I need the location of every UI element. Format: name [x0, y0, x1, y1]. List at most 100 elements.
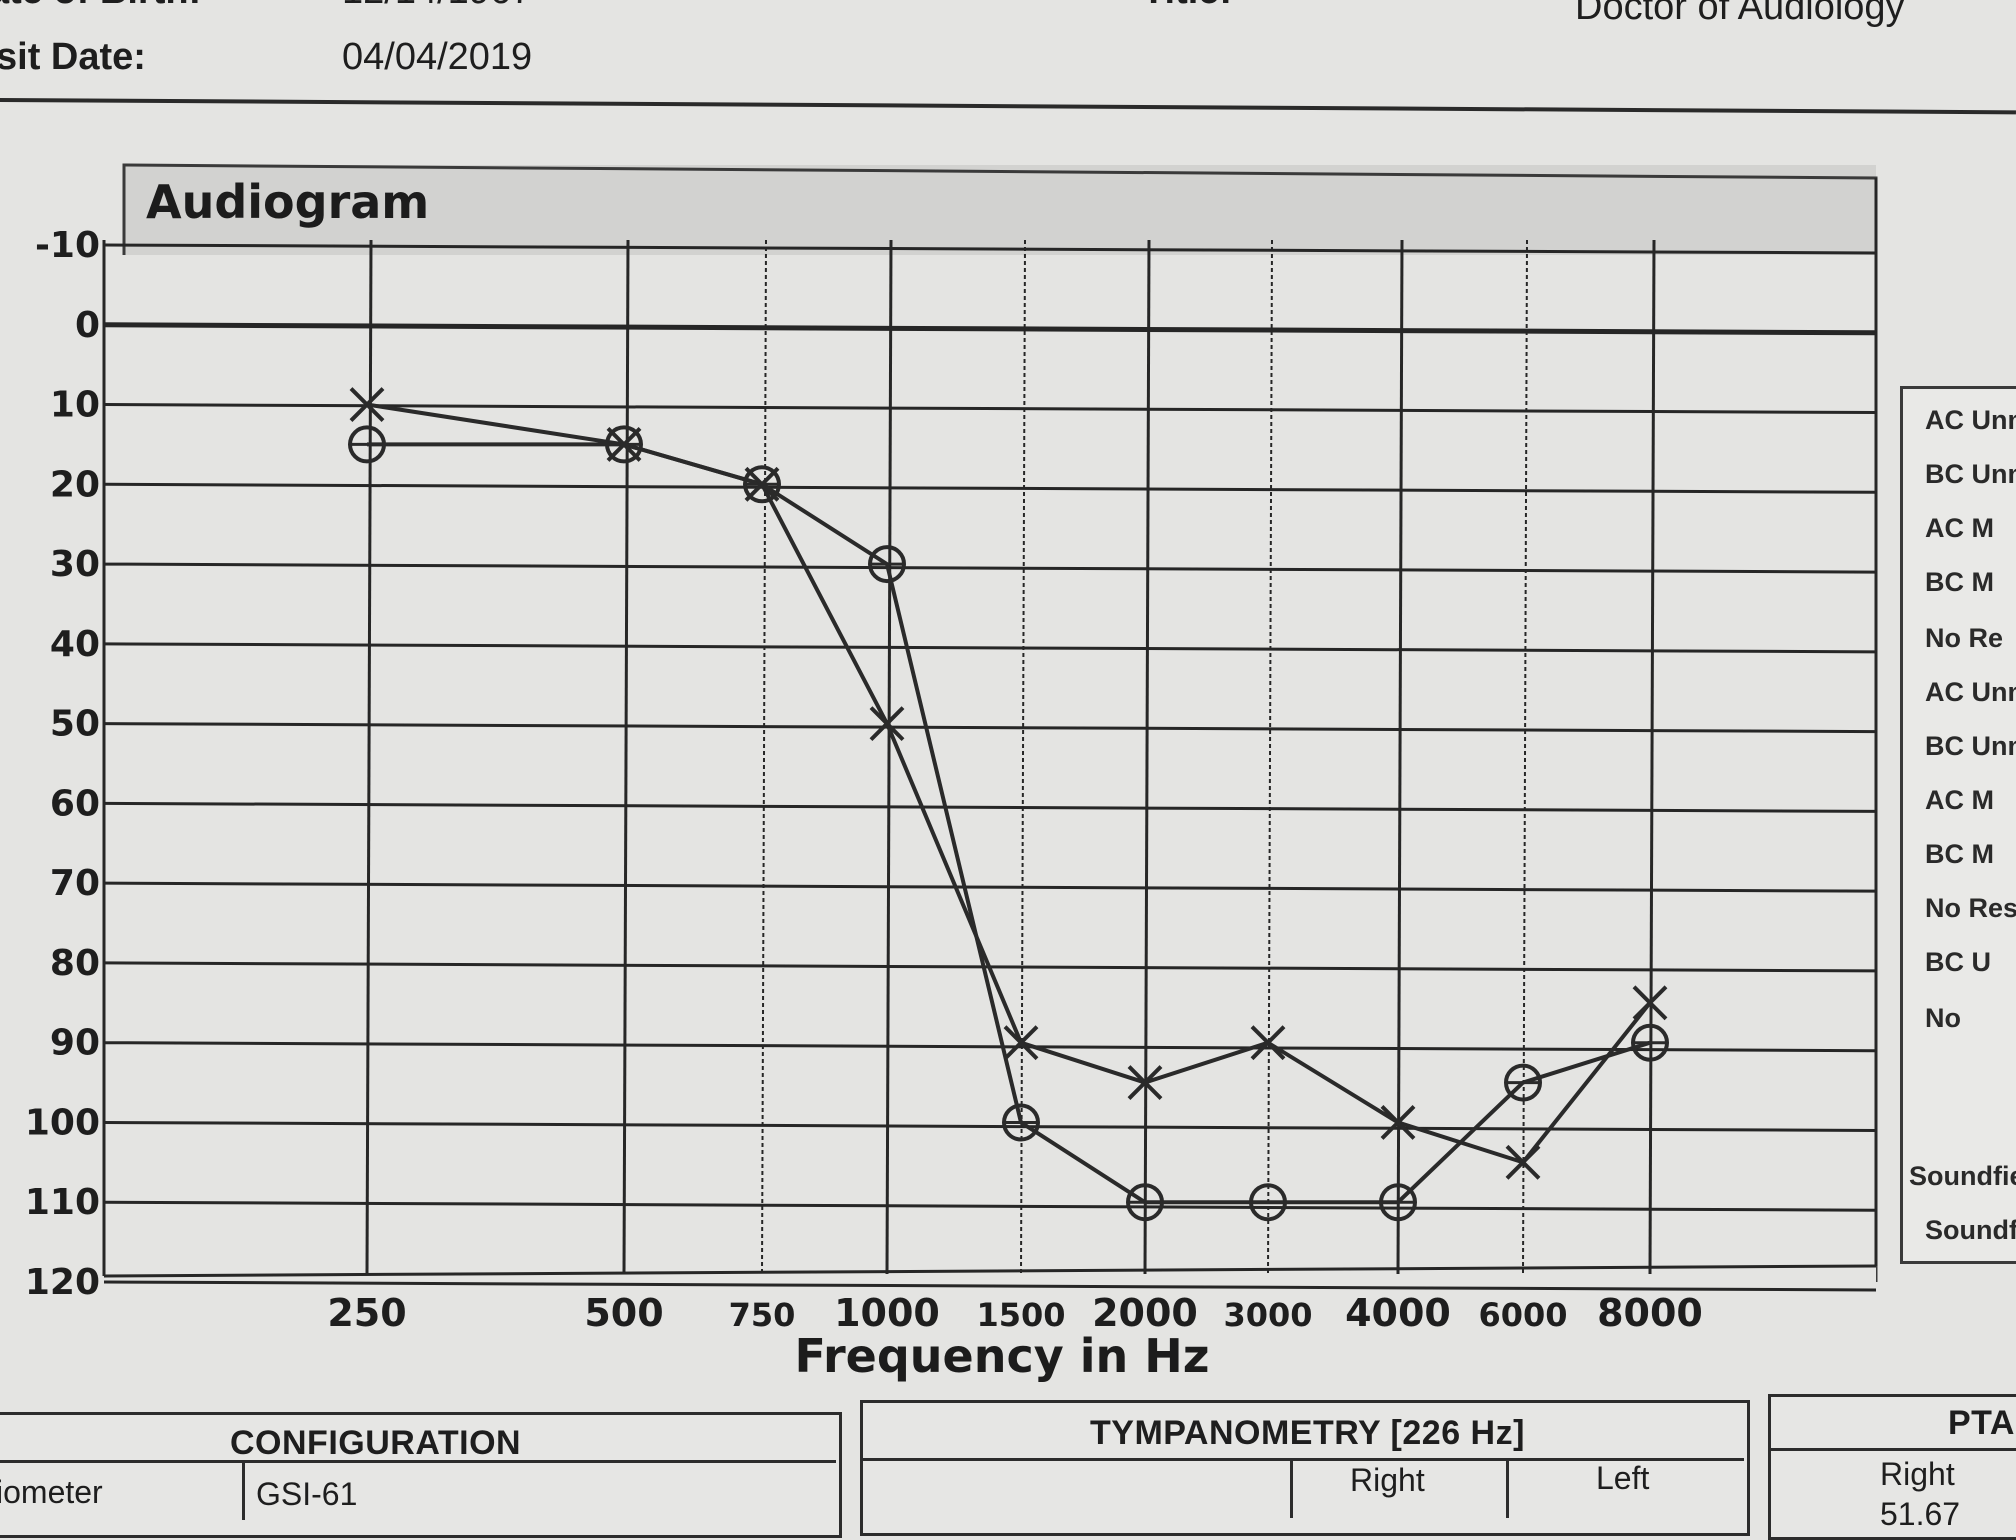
gridline-x: [1522, 239, 1528, 1275]
series-line-x: [366, 402, 1652, 1165]
gridline-y: [103, 1120, 1877, 1132]
y-tick-label: 50: [50, 704, 100, 745]
legend-item: BC M: [1925, 839, 1994, 869]
gridline-x: [1143, 239, 1151, 1275]
tympanometry-row-divider: [860, 1458, 1744, 1461]
x-axis-label: Frequency in Hz: [794, 1329, 1209, 1383]
pta-value: 51.67: [1880, 1496, 1961, 1532]
gridline-x: [761, 239, 767, 1275]
gridline-y: [103, 243, 1877, 255]
legend-panel: AC Unm BC Unm AC M BC M No Re AC Unm BC Unm AC …: [1900, 386, 2016, 1264]
marker-x: [1127, 1065, 1163, 1100]
gridline-y: [103, 1200, 1877, 1212]
tympanometry-col-divider-1: [1290, 1458, 1293, 1518]
marker-x: [1003, 1025, 1039, 1061]
marker-x: [1632, 985, 1668, 1021]
gridline-y: [103, 482, 1877, 494]
gridline-x: [1396, 239, 1404, 1275]
gridline-x: [1267, 239, 1273, 1275]
legend-item: AC M: [1925, 785, 1994, 815]
x-tick-label: 2000: [1092, 1291, 1198, 1335]
legend-item: BC Unm: [1925, 731, 2016, 761]
y-tick-label: 100: [25, 1102, 100, 1143]
configuration-row-label: iometer: [0, 1474, 103, 1510]
x-tick-label: 250: [327, 1291, 406, 1335]
y-tick-label: 70: [50, 863, 100, 904]
legend-item: AC M: [1925, 513, 1994, 543]
gridline-y: [103, 722, 1877, 734]
y-tick-label: 20: [50, 464, 100, 505]
x-axis-line: [103, 1264, 1877, 1278]
title-value: Doctor of Audiology: [1575, 0, 1905, 28]
gridline-x: [1020, 239, 1026, 1275]
pta-title: PTA: [1948, 1404, 2015, 1442]
y-tick-label: 120: [25, 1262, 100, 1303]
tympanometry-col-right: Right: [1350, 1462, 1425, 1498]
y-tick-label: 10: [50, 385, 100, 426]
configuration-title: CONFIGURATION: [230, 1424, 522, 1462]
legend-item: Soundfield: [1909, 1161, 2016, 1191]
x-tick-label: 3000: [1223, 1296, 1312, 1334]
marker-x: [349, 387, 385, 422]
x-tick-label: 1000: [834, 1291, 940, 1335]
x-tick-label: 500: [584, 1291, 663, 1335]
y-tick-label: 90: [50, 1023, 100, 1064]
marker-x: [606, 427, 642, 462]
marker-x: [1505, 1144, 1541, 1180]
x-tick-label: 6000: [1478, 1296, 1567, 1334]
pta-col-right: Right: [1880, 1456, 1955, 1492]
tympanometry-col-left: Left: [1596, 1460, 1650, 1496]
pta-row-divider: [1768, 1448, 2016, 1451]
y-tick-label: 80: [50, 943, 100, 984]
y-tick-label: -10: [35, 225, 100, 266]
gridline-y: [103, 801, 1877, 813]
gridline-y: [103, 881, 1877, 893]
y-tick-label: 110: [25, 1182, 100, 1223]
gridline-y: [103, 562, 1877, 574]
marker-x: [1380, 1105, 1416, 1140]
marker-x: [869, 706, 905, 742]
tympanometry-title: TYMPANOMETRY [226 Hz]: [1090, 1414, 1525, 1452]
legend-item: BC M: [1925, 567, 1994, 597]
visit-date-label: sit Date:: [0, 36, 146, 78]
y-tick-label: 60: [50, 783, 100, 824]
legend-item: BC U: [1925, 947, 1991, 977]
y-tick-label: 0: [75, 305, 100, 346]
gridline-y: [103, 322, 1877, 336]
x-tick-label: 4000: [1345, 1291, 1451, 1335]
marker-x: [1250, 1025, 1286, 1061]
legend-item: AC Unm: [1925, 405, 2016, 435]
configuration-row-value: GSI-61: [256, 1476, 358, 1512]
tympanometry-col-divider-2: [1506, 1458, 1509, 1518]
marker-x: [744, 466, 780, 502]
gridline-x: [622, 239, 630, 1275]
visit-date-value: 04/04/2019: [342, 36, 533, 78]
plot-area: [106, 255, 1876, 1282]
title-label: Title:: [1142, 0, 1232, 13]
gridline-y: [103, 403, 1877, 415]
legend-item: Soundfi: [1925, 1215, 2016, 1245]
gridline-x: [365, 239, 373, 1275]
legend-item: BC Unm: [1925, 459, 2016, 489]
configuration-col-divider: [242, 1460, 245, 1520]
title-band: [124, 165, 1876, 255]
legend-item: AC Unm: [1925, 677, 2016, 707]
x-tick-label: 8000: [1597, 1291, 1703, 1335]
dob-value: 12/14/1967: [342, 0, 532, 13]
chart-title: Audiogram: [146, 175, 429, 229]
legend-item: No Re: [1925, 623, 2004, 653]
gridline-y: [103, 642, 1877, 654]
gridline-y: [103, 1280, 1877, 1292]
gridline-y: [103, 1041, 1877, 1053]
gridline-x: [885, 239, 893, 1275]
y-tick-label: 30: [50, 544, 100, 585]
dob-label: ate of Birth:: [0, 0, 201, 13]
legend-item: No Res: [1925, 893, 2016, 923]
y-tick-label: 40: [50, 624, 100, 665]
gridline-x: [1648, 239, 1656, 1275]
configuration-row-divider: [0, 1460, 836, 1463]
legend-item: No: [1925, 1003, 1961, 1033]
x-tick-label: 1500: [976, 1296, 1065, 1334]
x-tick-label: 750: [729, 1296, 796, 1334]
